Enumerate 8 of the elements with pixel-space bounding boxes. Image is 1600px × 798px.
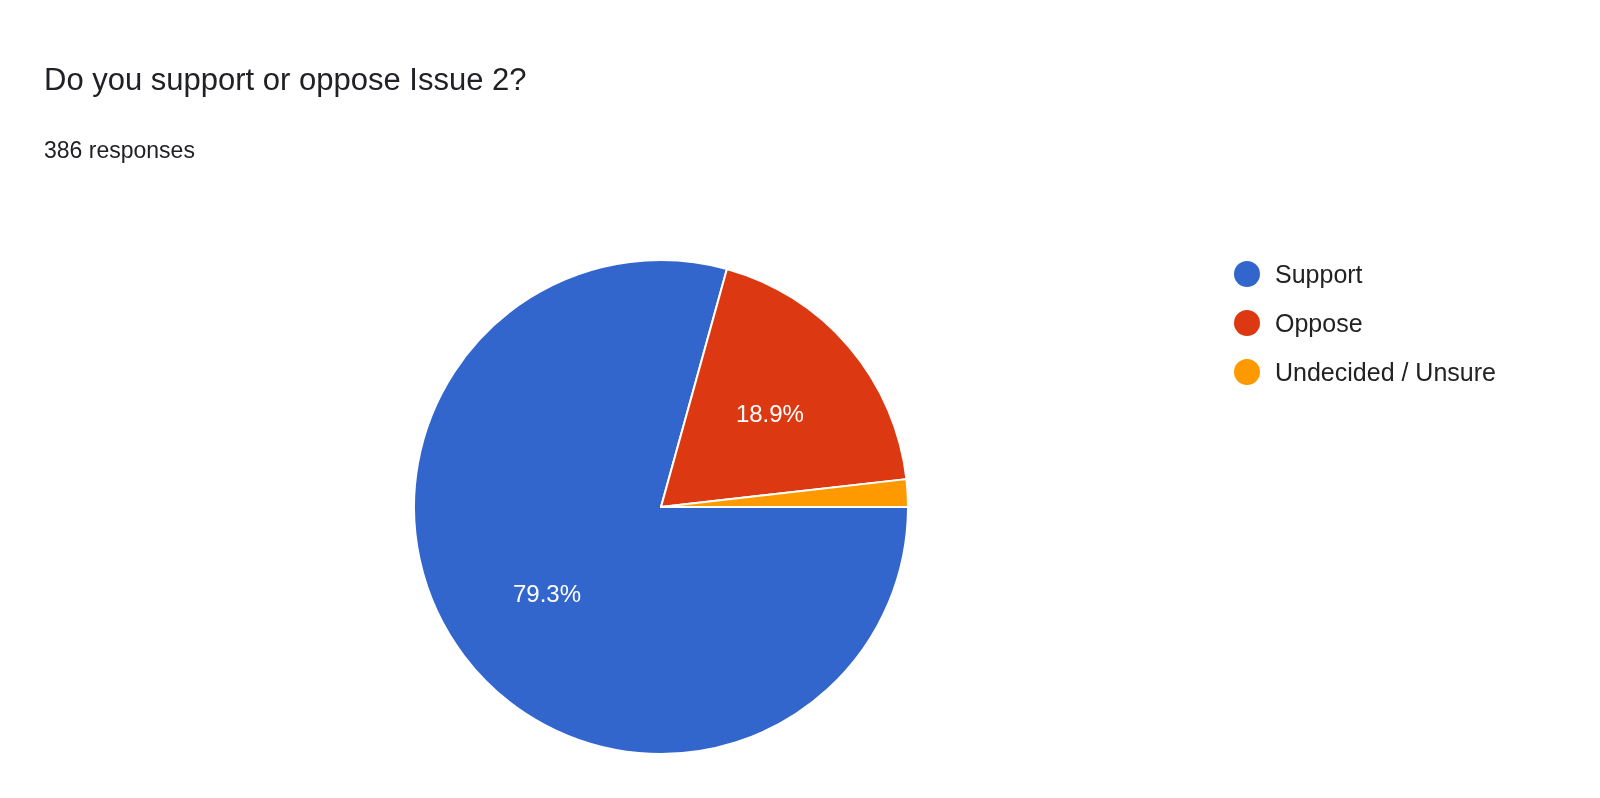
legend-label: Oppose bbox=[1275, 309, 1363, 337]
legend-label: Undecided / Unsure bbox=[1275, 358, 1496, 386]
pie-slice bbox=[413, 259, 909, 755]
legend-label: Support bbox=[1275, 260, 1363, 288]
chart-title: Do you support or oppose Issue 2? bbox=[44, 62, 527, 97]
data-label: 79.3% bbox=[512, 580, 582, 608]
text: 386 responses bbox=[44, 137, 195, 163]
data-label: 18.9% bbox=[735, 400, 804, 428]
